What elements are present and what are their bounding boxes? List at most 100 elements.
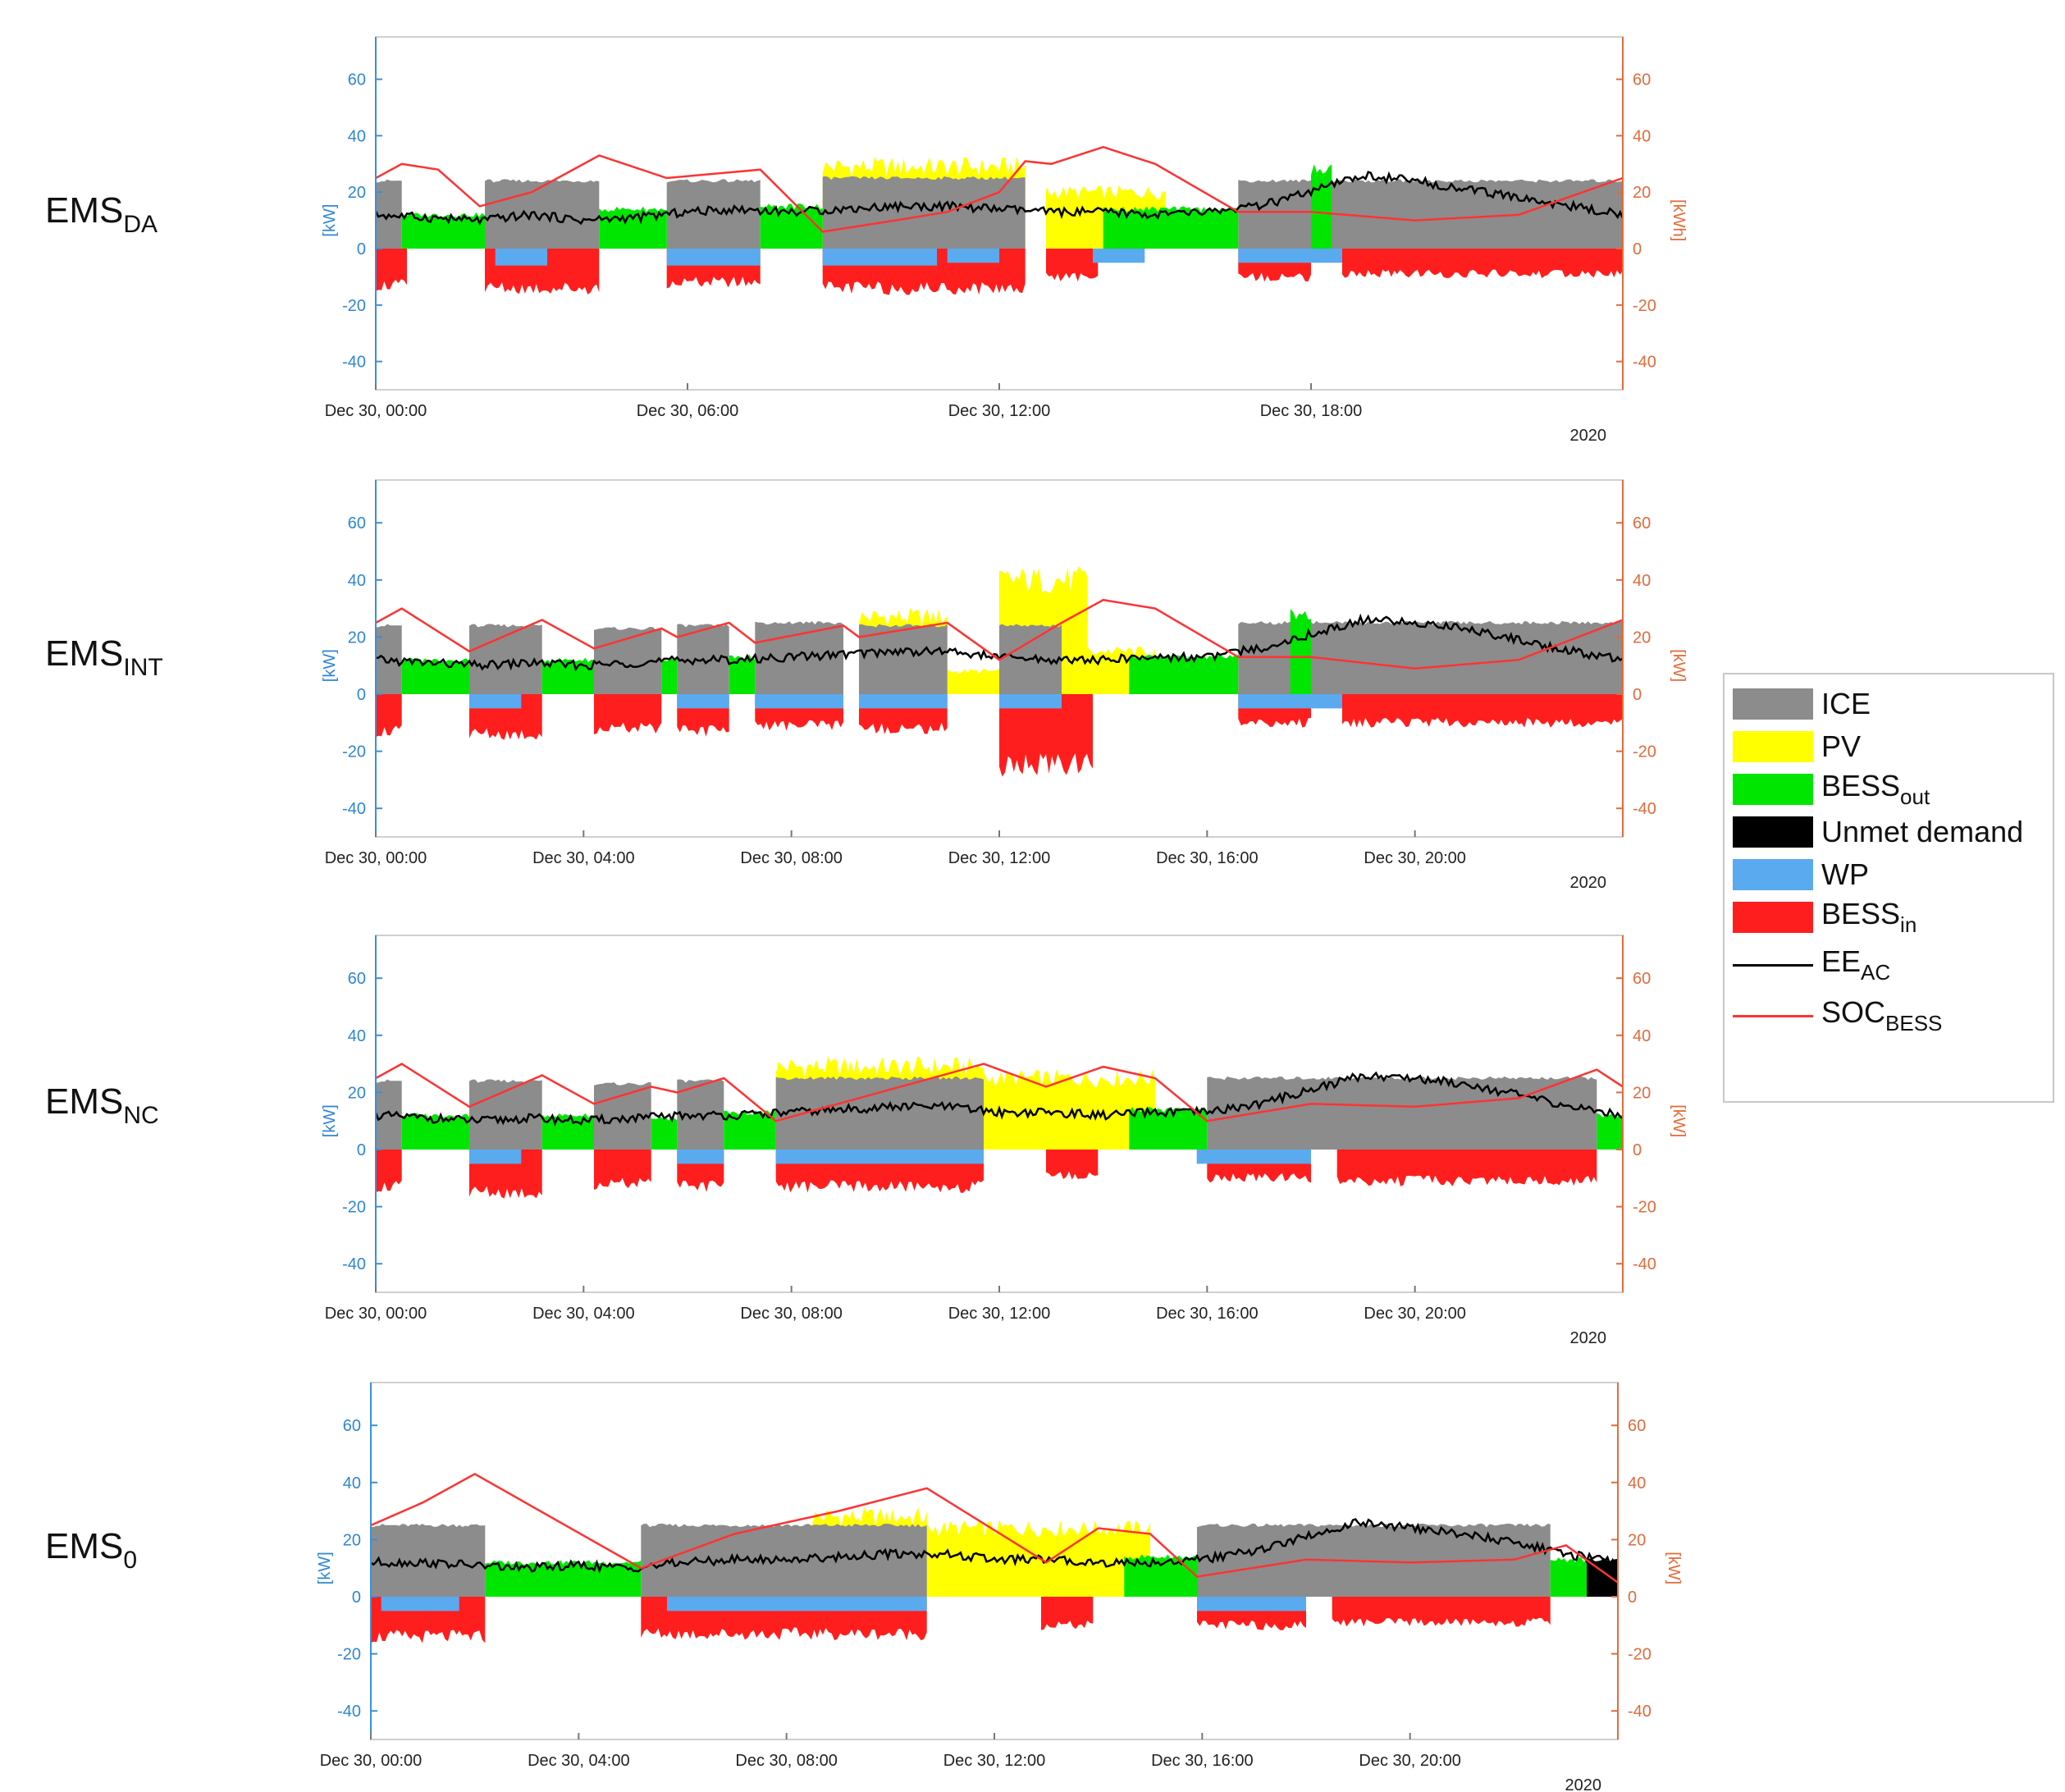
right-axis-label: [kW] bbox=[1670, 1104, 1688, 1137]
right-tick-label: 60 bbox=[1628, 1417, 1646, 1435]
right-axis-label: [kW] bbox=[1665, 1552, 1683, 1584]
bess-out-area bbox=[1597, 1113, 1623, 1150]
right-tick-label: -20 bbox=[1633, 297, 1656, 315]
wp-area bbox=[775, 1150, 984, 1164]
ee-ac-line bbox=[371, 1518, 1618, 1574]
right-tick-label: -20 bbox=[1633, 743, 1656, 761]
left-tick-label: 0 bbox=[357, 686, 366, 704]
right-tick-label: -40 bbox=[1628, 1703, 1652, 1721]
legend-item-bess-in: BESSin bbox=[1733, 897, 1917, 937]
wp-area bbox=[822, 249, 937, 266]
right-tick-label: -20 bbox=[1628, 1646, 1652, 1664]
right-tick-label: 40 bbox=[1633, 572, 1651, 590]
legend-line-ee-ac bbox=[1733, 963, 1813, 967]
bess-in-area bbox=[1046, 1150, 1099, 1180]
wp-area bbox=[1238, 249, 1342, 263]
left-tick-label: 0 bbox=[357, 240, 366, 258]
ice-area bbox=[859, 624, 948, 694]
bess-in-area bbox=[1332, 1597, 1551, 1627]
legend-label-ice: ICE bbox=[1821, 687, 1871, 720]
bess-out-area bbox=[1550, 1557, 1587, 1597]
legend-item-ee-ac: EEAC bbox=[1733, 944, 1890, 985]
x-tick-label: Dec 30, 04:00 bbox=[532, 849, 635, 867]
plot-content bbox=[376, 145, 1623, 295]
bess-out-area bbox=[541, 657, 594, 694]
x-tick-label: Dec 30, 16:00 bbox=[1151, 1752, 1254, 1770]
legend-item-soc: SOCBESS bbox=[1733, 995, 1942, 1035]
left-tick-label: 60 bbox=[348, 970, 366, 988]
ice-area bbox=[641, 1523, 927, 1597]
x-tick-label: Dec 30, 12:00 bbox=[948, 402, 1051, 420]
right-tick-label: -40 bbox=[1633, 800, 1656, 818]
x-tick-label: Dec 30, 20:00 bbox=[1359, 1752, 1461, 1770]
x-tick-label: Dec 30, 00:00 bbox=[320, 1752, 423, 1770]
left-tick-label: 20 bbox=[348, 184, 366, 202]
bess-out-area bbox=[729, 654, 756, 694]
year-label: 2020 bbox=[1570, 1329, 1607, 1347]
wp-area bbox=[495, 249, 547, 266]
wp-area bbox=[469, 694, 522, 709]
bess-in-area bbox=[999, 694, 1093, 777]
wp-area bbox=[677, 694, 729, 709]
right-tick-label: 40 bbox=[1633, 127, 1651, 145]
legend-line-soc bbox=[1733, 1014, 1813, 1017]
ice-area bbox=[1238, 179, 1623, 249]
legend-swatch-wp bbox=[1733, 859, 1813, 890]
bess-in-area bbox=[1336, 1150, 1597, 1186]
x-tick-label: Dec 30, 16:00 bbox=[1156, 1305, 1259, 1323]
legend-item-wp: WP bbox=[1733, 855, 1869, 894]
left-tick-label: 40 bbox=[348, 572, 366, 590]
plot-content bbox=[371, 1472, 1618, 1643]
legend-label-pv: PV bbox=[1821, 729, 1862, 763]
ice-area bbox=[1238, 620, 1623, 694]
bess-out-area bbox=[661, 657, 678, 694]
x-tick-label: Dec 30, 08:00 bbox=[740, 1305, 843, 1323]
bess-out-area bbox=[1124, 1554, 1197, 1597]
right-tick-label: 0 bbox=[1628, 1589, 1637, 1607]
left-tick-label: -40 bbox=[342, 800, 366, 818]
right-tick-label: 20 bbox=[1628, 1531, 1646, 1549]
x-tick-label: Dec 30, 20:00 bbox=[1364, 1305, 1466, 1323]
x-tick-label: Dec 30, 12:00 bbox=[943, 1752, 1046, 1770]
soc-line bbox=[371, 1472, 1618, 1584]
bess-out-area bbox=[1129, 1106, 1208, 1150]
bess-in-area bbox=[594, 694, 662, 734]
legend: ICE PV BESSout Unmet demand WP BESSin EE… bbox=[1723, 673, 2054, 1103]
wp-area bbox=[1196, 1150, 1311, 1164]
left-tick-label: 60 bbox=[348, 514, 366, 533]
wp-area bbox=[1197, 1597, 1306, 1611]
wp-area bbox=[677, 1150, 724, 1164]
x-tick-label: Dec 30, 06:00 bbox=[637, 402, 739, 420]
pv-area bbox=[947, 668, 999, 694]
wp-area bbox=[469, 1150, 522, 1164]
soc-line bbox=[376, 1063, 1623, 1122]
legend-item-bess-out: BESSout bbox=[1733, 769, 1930, 809]
legend-label-bess-in: BESSin bbox=[1821, 897, 1917, 937]
left-axis-label: [kW] bbox=[321, 1104, 339, 1137]
bess-out-area bbox=[401, 1113, 469, 1150]
ice-area bbox=[469, 624, 542, 694]
left-tick-label: -40 bbox=[342, 1255, 366, 1273]
left-tick-label: -40 bbox=[337, 1703, 361, 1721]
legend-label-wp: WP bbox=[1821, 857, 1869, 891]
left-tick-label: 0 bbox=[357, 1141, 366, 1159]
bess-in-area bbox=[1046, 249, 1099, 281]
bess-out-area bbox=[401, 212, 485, 249]
left-axis-label: [kW] bbox=[321, 649, 339, 682]
left-tick-label: -20 bbox=[337, 1646, 361, 1664]
right-tick-label: 40 bbox=[1628, 1474, 1646, 1493]
bess-out-area bbox=[485, 1560, 642, 1597]
right-tick-label: 20 bbox=[1633, 629, 1651, 647]
x-tick-label: Dec 30, 16:00 bbox=[1156, 849, 1259, 867]
unmet-demand-area bbox=[1587, 1557, 1618, 1597]
bess-in-area bbox=[1342, 694, 1623, 728]
left-tick-label: 20 bbox=[343, 1531, 361, 1549]
bess-in-area bbox=[376, 249, 407, 291]
x-tick-label: Dec 30, 08:00 bbox=[740, 849, 843, 867]
year-label: 2020 bbox=[1565, 1776, 1602, 1792]
